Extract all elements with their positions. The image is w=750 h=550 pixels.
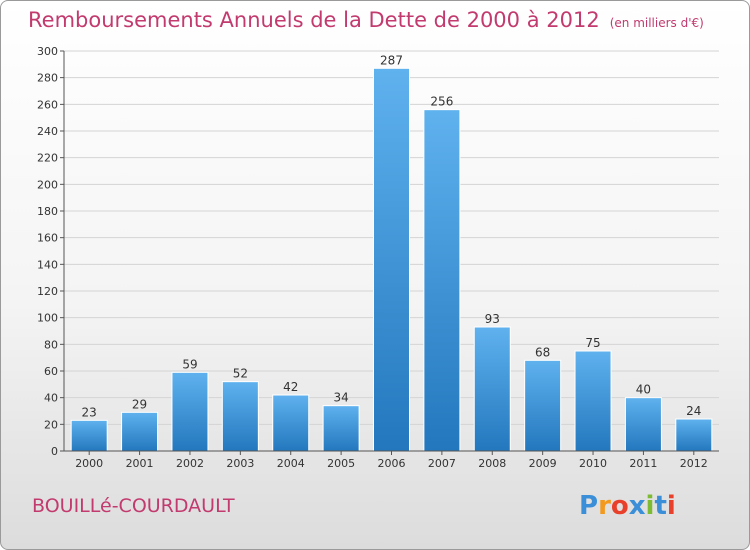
bar-2012 — [675, 418, 713, 452]
logo-letter: i — [666, 491, 676, 521]
x-tick-label: 2006 — [378, 457, 406, 470]
logo-letter: r — [598, 491, 611, 521]
y-tick-label: 60 — [44, 365, 58, 378]
y-tick-label: 100 — [37, 312, 58, 325]
value-label: 287 — [380, 53, 403, 67]
y-tick-label: 40 — [44, 392, 58, 405]
value-label: 40 — [636, 383, 651, 397]
bar-2001 — [121, 411, 159, 452]
y-tick-label: 0 — [51, 445, 58, 458]
value-label: 24 — [686, 404, 701, 418]
bars: 23 29 59 52 42 34 287 256 93 68 75 40 24 — [70, 53, 713, 452]
y-tick-label: 280 — [37, 72, 58, 85]
value-label: 23 — [82, 405, 97, 419]
x-tick-label: 2000 — [75, 457, 103, 470]
x-tick-label: 2003 — [226, 457, 254, 470]
logo-letter: i — [645, 491, 655, 521]
value-label: 59 — [182, 357, 197, 371]
bar-2008 — [473, 326, 511, 452]
y-tick-label: 200 — [37, 178, 58, 191]
x-tick-label: 2011 — [629, 457, 657, 470]
bar-2005 — [322, 405, 360, 452]
y-tick-label: 80 — [44, 338, 58, 351]
x-tick-label: 2008 — [478, 457, 506, 470]
commune-name: BOUILLé-COURDAULT — [32, 495, 235, 517]
value-label: 93 — [485, 312, 500, 326]
bar-2006 — [373, 67, 410, 452]
value-label: 256 — [430, 95, 453, 109]
bar-2010 — [574, 350, 612, 452]
axes: 0 20 40 60 80 100 120 140 160 180 200 220 240 260 280 3… — [37, 45, 719, 470]
logo-letter: o — [610, 491, 629, 521]
y-tick-label: 300 — [37, 45, 58, 58]
y-tick-label: 260 — [37, 98, 58, 111]
bar-2000 — [70, 419, 108, 452]
logo-letter: t — [654, 491, 667, 521]
proxiti-logo: Proxiti — [579, 491, 676, 521]
value-label: 34 — [333, 391, 348, 405]
y-tick-label: 240 — [37, 125, 58, 138]
x-tick-label: 2007 — [428, 457, 456, 470]
bar-2004 — [272, 394, 310, 452]
value-label: 29 — [132, 397, 147, 411]
y-tick-label: 180 — [37, 205, 58, 218]
value-label: 75 — [585, 336, 600, 350]
y-tick-label: 120 — [37, 285, 58, 298]
x-tick-label: 2004 — [277, 457, 305, 470]
logo-letter: P — [579, 491, 599, 521]
bar-2003 — [221, 381, 259, 452]
y-tick-label: 160 — [37, 232, 58, 245]
bar-2002 — [171, 371, 209, 452]
y-tick-label: 220 — [37, 152, 58, 165]
bar-2011 — [624, 397, 662, 452]
y-tick-label: 140 — [37, 258, 58, 271]
x-tick-label: 2009 — [529, 457, 557, 470]
logo-letter: x — [628, 491, 646, 521]
value-label: 52 — [233, 367, 248, 381]
bar-2009 — [524, 359, 562, 452]
value-label: 68 — [535, 345, 550, 359]
x-tick-label: 2012 — [680, 457, 708, 470]
y-tick-label: 20 — [44, 418, 58, 431]
value-label: 42 — [283, 380, 298, 394]
x-tick-label: 2001 — [126, 457, 154, 470]
x-tick-label: 2010 — [579, 457, 607, 470]
x-tick-label: 2005 — [327, 457, 355, 470]
bar-2007 — [423, 109, 461, 452]
unit-note: (en milliers d'€) — [609, 16, 704, 30]
x-tick-label: 2002 — [176, 457, 204, 470]
chart-title: Remboursements Annuels de la Dette de 20… — [28, 8, 704, 32]
